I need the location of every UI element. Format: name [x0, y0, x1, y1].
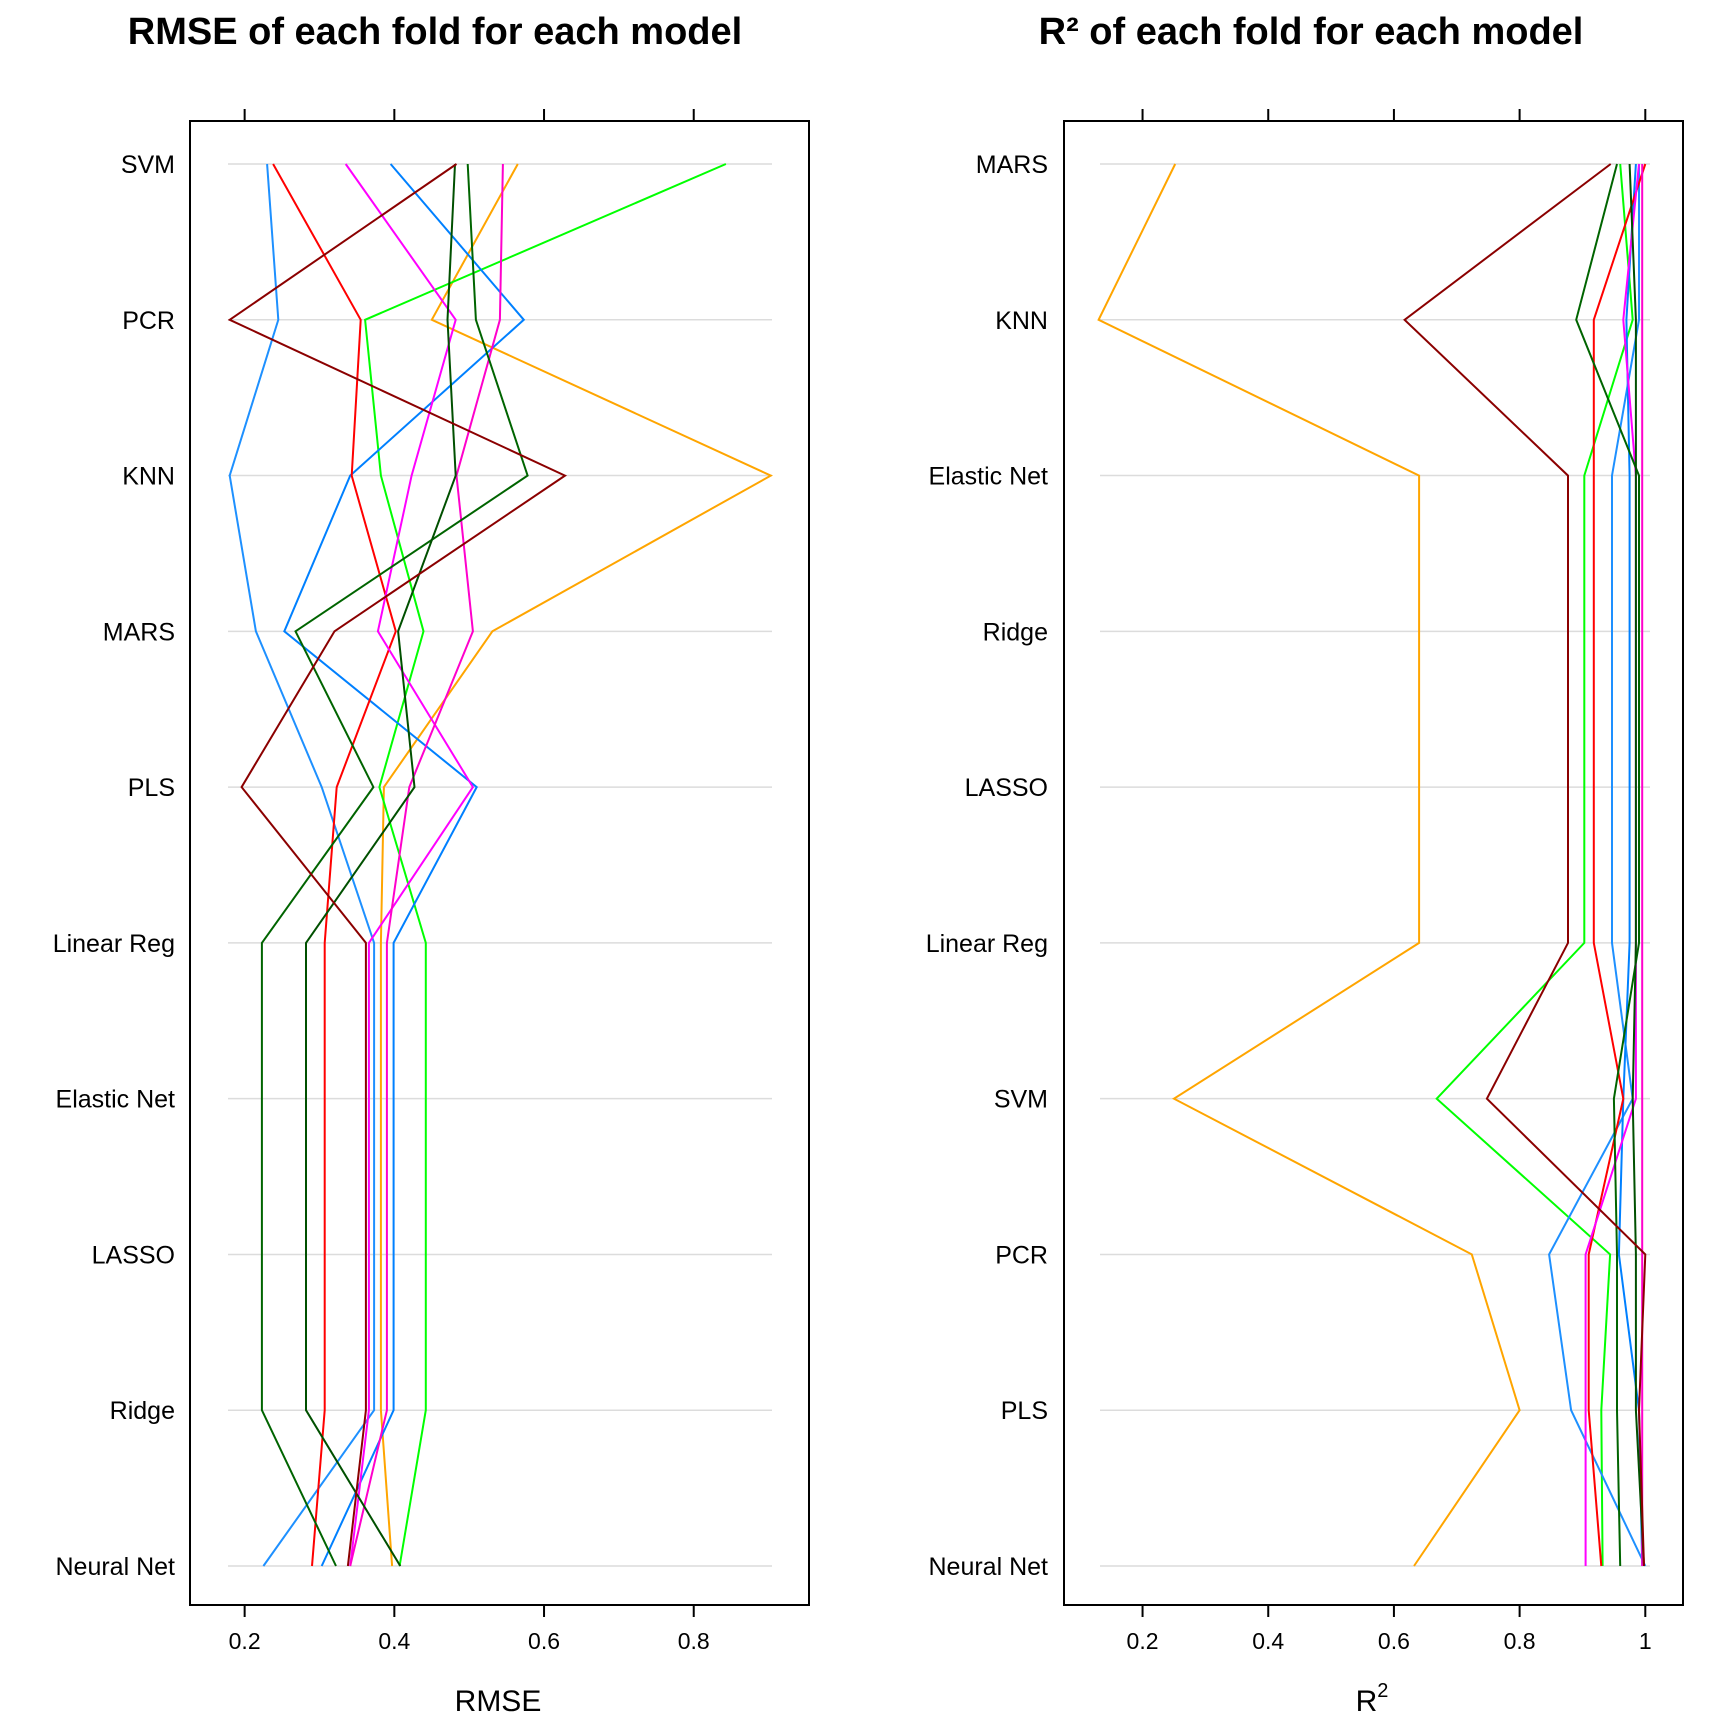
rmse-fold-line: [344, 163, 475, 1567]
r2-tick-label: 0.8: [1504, 1628, 1536, 1654]
rmse-category-label: Ridge: [110, 1397, 175, 1425]
r2-fold-line: [1435, 163, 1634, 1567]
rmse-category-label: KNN: [122, 463, 175, 491]
r2-category-label: Elastic Net: [929, 463, 1049, 491]
rmse-tick-label: 0.6: [528, 1628, 560, 1654]
rmse-category-label: MARS: [103, 618, 175, 646]
rmse-fold-line: [283, 163, 526, 1567]
r2-tick-label: 1: [1639, 1628, 1652, 1654]
rmse-tick-label: 0.4: [378, 1628, 410, 1654]
r2-chart-title: R² of each fold for each model: [1039, 11, 1584, 53]
r2-fold-line: [1403, 163, 1647, 1567]
r2-fold-line: [1097, 163, 1521, 1567]
r2-panel: R² of each fold for each model R2 0.2 0.4…: [926, 11, 1684, 1718]
rmse-fold-line: [379, 163, 774, 1567]
rmse-x-axis-label: RMSE: [455, 1685, 542, 1718]
r2-plot-frame: [1063, 120, 1684, 1606]
r2-category-label: KNN: [995, 307, 1048, 335]
rmse-category-label: Linear Reg: [53, 930, 175, 958]
rmse-plot-frame: [189, 120, 810, 1606]
r2-x-axis-label-text: R: [1356, 1685, 1378, 1718]
r2-tick-label: 0.4: [1252, 1628, 1284, 1654]
rmse-panel: RMSE of each fold for each model RMSE 0.…: [53, 11, 810, 1718]
r2-x-axis-label: R2: [1356, 1680, 1389, 1718]
r2-tick-label: 0.2: [1127, 1628, 1159, 1654]
rmse-category-label: PLS: [128, 774, 175, 802]
r2-category-label: Ridge: [983, 618, 1048, 646]
r2-x-axis-label-sup: 2: [1377, 1680, 1388, 1702]
r2-fold-line: [1628, 163, 1645, 1567]
rmse-category-label: LASSO: [92, 1241, 175, 1269]
rmse-fold-line: [364, 163, 727, 1567]
r2-category-label: LASSO: [965, 774, 1048, 802]
r2-fold-line: [1587, 163, 1647, 1567]
rmse-fold-line: [272, 163, 397, 1567]
rmse-fold-line: [349, 163, 504, 1567]
rmse-tick-label: 0.8: [678, 1628, 710, 1654]
r2-tick-label: 0.6: [1378, 1628, 1410, 1654]
r2-category-label: SVM: [994, 1086, 1048, 1114]
rmse-fold-line: [260, 163, 529, 1567]
rmse-fold-line: [228, 163, 376, 1567]
r2-fold-line: [1575, 163, 1640, 1567]
r2-category-label: Neural Net: [929, 1553, 1049, 1581]
r2-category-label: PCR: [995, 1241, 1048, 1269]
r2-category-label: Linear Reg: [926, 930, 1048, 958]
r2-category-label: MARS: [976, 151, 1048, 179]
rmse-chart-title: RMSE of each fold for each model: [128, 11, 742, 53]
r2-category-label: PLS: [1001, 1397, 1048, 1425]
rmse-tick-label: 0.2: [229, 1628, 261, 1654]
r2-fold-line: [1548, 164, 1647, 1567]
r2-fold-line: [1617, 163, 1644, 1567]
rmse-x-axis-label-text: RMSE: [455, 1685, 542, 1718]
rmse-category-label: PCR: [122, 307, 175, 335]
rmse-fold-line: [227, 163, 568, 1567]
rmse-fold-line: [305, 163, 457, 1567]
rmse-category-label: SVM: [121, 151, 175, 179]
rmse-category-label: Elastic Net: [56, 1086, 176, 1114]
rmse-category-label: Neural Net: [56, 1553, 176, 1581]
